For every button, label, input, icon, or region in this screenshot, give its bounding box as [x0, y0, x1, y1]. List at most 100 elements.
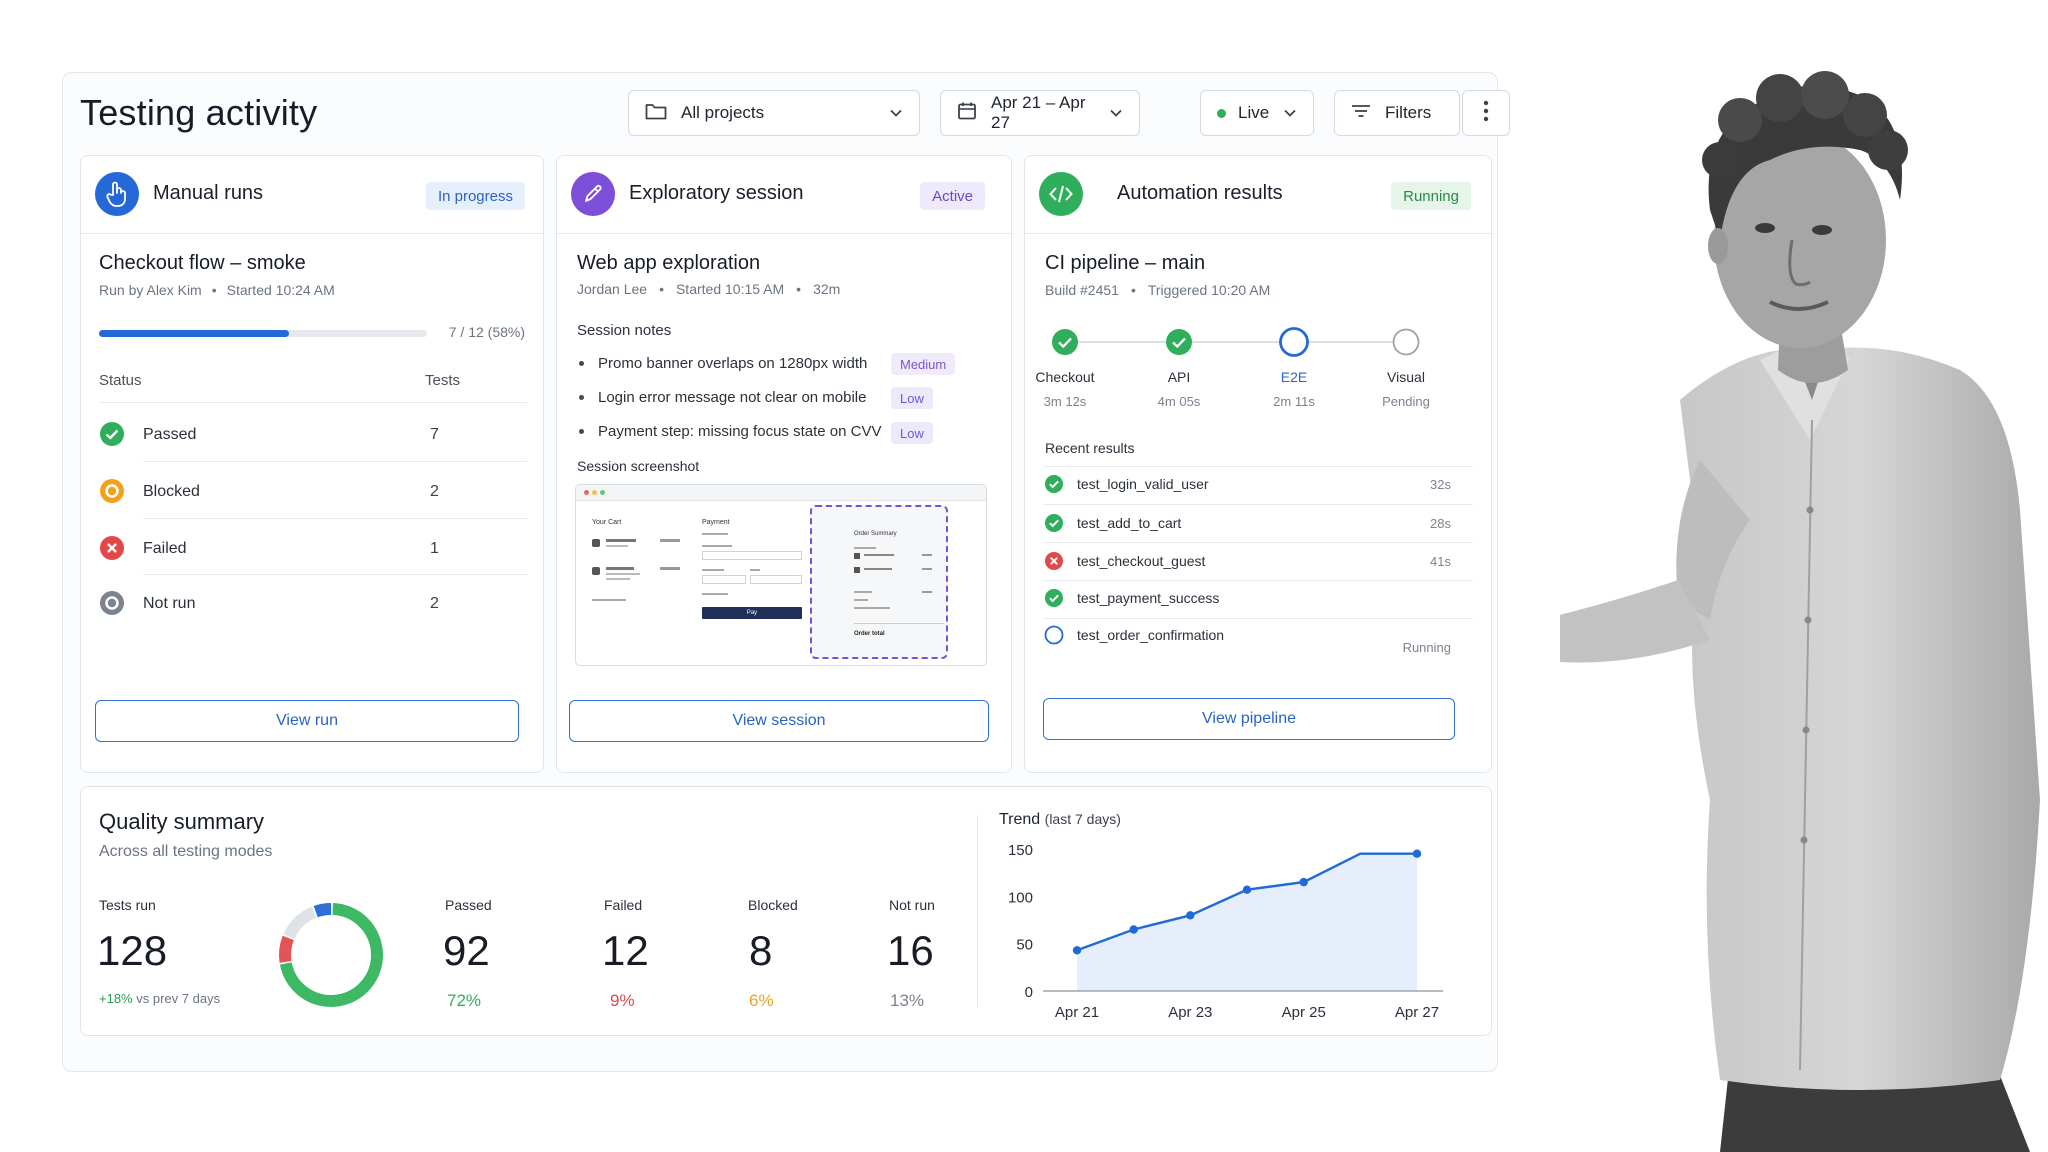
donut-segment-failed — [279, 935, 294, 963]
tests-run-value: 128 — [97, 927, 168, 974]
divider — [1043, 542, 1473, 543]
live-mode-dropdown[interactable]: Live — [1200, 90, 1314, 136]
filters-button[interactable]: Filters — [1334, 90, 1460, 136]
manual-runs-header: Manual runs In progress — [81, 156, 543, 234]
stat-label: Not run — [889, 897, 935, 913]
check-circle-icon — [1044, 474, 1064, 499]
chevron-down-icon — [889, 103, 903, 123]
automation-results-card: Automation results Running CI pipeline –… — [1024, 155, 1492, 773]
donut-segment-not-run — [283, 906, 317, 940]
trend-point — [1072, 946, 1082, 955]
screenshot-cart-item — [592, 537, 682, 553]
step-name: E2E — [1280, 369, 1308, 385]
x-tick-label: Apr 23 — [1168, 1004, 1212, 1021]
live-status-dot — [1217, 108, 1226, 118]
x-circle-icon — [1044, 551, 1064, 576]
view-session-button[interactable]: View session — [569, 700, 989, 742]
step-time: 2m 11s — [1273, 394, 1315, 409]
pipeline-stepper — [1052, 327, 1420, 357]
trend-title: Trend (last 7 days) — [999, 811, 1121, 828]
trend-point — [1186, 911, 1195, 920]
severity-badge: Medium — [891, 353, 956, 375]
filter-icon — [1351, 103, 1371, 124]
status-badge: Running — [1391, 182, 1471, 210]
status-count: 7 — [430, 426, 439, 443]
screenshot-browser-bar — [576, 485, 986, 501]
trend-point — [1299, 877, 1308, 887]
trend-area-chart: 0 50 100 150 Apr 21 Apr 23 Apr 25 Apr 27 — [1008, 842, 1443, 1021]
more-options-button[interactable] — [1462, 90, 1510, 136]
result-time: Running — [1402, 640, 1451, 655]
session-screenshot[interactable]: Your Cart Payment — [575, 484, 987, 666]
result-name: test_login_valid_user — [1077, 476, 1209, 492]
tests-run-delta: +18% vs prev 7 days — [99, 991, 221, 1006]
tests-column-header: Tests — [425, 372, 461, 389]
automation-results-title: Automation results — [1117, 182, 1283, 204]
result-name: test_checkout_guest — [1077, 553, 1206, 569]
step-pending-icon — [1392, 328, 1420, 356]
manual-runs-card: Manual runs In progress Checkout flow – … — [80, 155, 544, 773]
order-summary-title: Order Summary — [854, 531, 897, 537]
divider — [143, 574, 527, 575]
step-name: Visual — [1387, 369, 1425, 385]
screenshot-order-summary: Order Summary Order total — [810, 505, 948, 659]
stat-percent: 72% — [447, 991, 482, 1010]
date-range-dropdown[interactable]: Apr 21 – Apr 27 — [940, 90, 1140, 136]
chevron-down-icon — [1109, 103, 1123, 123]
quality-summary-title: Quality summary — [99, 809, 265, 834]
y-tick-label: 150 — [1008, 842, 1033, 859]
severity-badge: Low — [891, 422, 933, 444]
calendar-icon — [957, 101, 977, 126]
stat-percent: 9% — [610, 991, 635, 1010]
progress-fill — [99, 330, 290, 337]
session-meta: Jordan Lee • Started 10:15 AM • 32m — [577, 281, 841, 297]
result-time: 28s — [1430, 516, 1451, 531]
divider — [99, 402, 527, 403]
trend-area-fill — [1077, 853, 1417, 991]
session-screenshot-heading: Session screenshot — [577, 458, 700, 474]
session-name: Web app exploration — [577, 252, 761, 274]
step-active-icon — [1279, 327, 1309, 357]
date-range-label: Apr 21 – Apr 27 — [991, 93, 1086, 132]
session-notes-heading: Session notes — [577, 322, 672, 339]
trend-point — [1129, 925, 1138, 934]
divider — [143, 461, 527, 462]
screenshot-cart-title: Your Cart — [592, 519, 622, 526]
view-pipeline-button[interactable]: View pipeline — [1043, 698, 1455, 740]
exploratory-session-title: Exploratory session — [629, 182, 804, 204]
stat-label: Failed — [604, 897, 643, 913]
result-time: 32s — [1430, 477, 1451, 492]
y-tick-label: 50 — [1016, 937, 1033, 954]
status-label: Failed — [143, 540, 187, 557]
pipeline-meta: Build #2451 • Triggered 10:20 AM — [1045, 282, 1271, 298]
projects-dropdown[interactable]: All projects — [628, 90, 920, 136]
stat-value: 92 — [443, 927, 490, 974]
screenshot-pay-button: Pay — [702, 607, 802, 619]
status-label: Not run — [143, 595, 196, 612]
filters-label: Filters — [1385, 103, 1432, 122]
kebab-menu-icon — [1483, 100, 1489, 127]
screenshot-cart-item — [592, 565, 682, 585]
x-tick-label: Apr 21 — [1055, 1004, 1099, 1021]
y-tick-label: 100 — [1008, 889, 1033, 906]
divider — [1043, 618, 1473, 619]
view-run-button[interactable]: View run — [95, 700, 519, 742]
donut-segment-blocked — [313, 902, 332, 918]
presenter-person-image — [1560, 71, 2040, 1152]
step-done-icon — [1052, 329, 1078, 355]
progress-text: 7 / 12 (58%) — [448, 324, 525, 340]
quality-summary-subtitle: Across all testing modes — [99, 843, 273, 860]
stat-label: Blocked — [748, 897, 798, 913]
x-tick-label: Apr 27 — [1395, 1004, 1439, 1021]
step-name: API — [1167, 369, 1191, 385]
order-total-label: Order total — [854, 631, 885, 637]
summary-divider — [977, 815, 978, 1007]
run-name: Checkout flow – smoke — [99, 252, 306, 274]
donut-segment-passed — [279, 903, 383, 1007]
status-count: 2 — [430, 483, 439, 500]
check-circle-icon — [1044, 513, 1064, 538]
check-circle-icon — [1044, 588, 1064, 613]
live-label: Live — [1238, 103, 1270, 122]
blocked-circle-icon — [99, 478, 125, 509]
result-name: test_payment_success — [1077, 590, 1220, 606]
